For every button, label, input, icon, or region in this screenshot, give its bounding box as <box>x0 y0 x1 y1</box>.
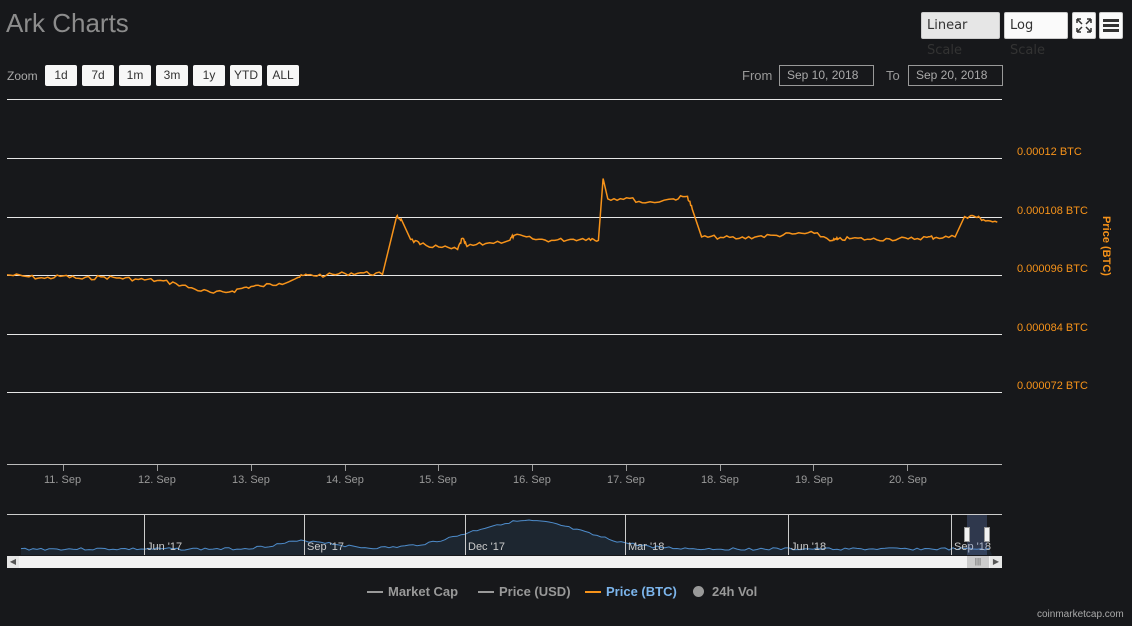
navigator-selected-range[interactable] <box>967 515 987 555</box>
x-tick <box>720 465 721 471</box>
navigator-divider <box>788 515 789 555</box>
x-tick-label: 14. Sep <box>326 474 364 486</box>
hamburger-menu-icon <box>1103 19 1119 32</box>
navigator[interactable]: Jun '17 Sep '17 Dec '17 Mar '18 Jun '18 … <box>7 514 1002 555</box>
navigator-divider <box>625 515 626 555</box>
x-tick-label: 20. Sep <box>889 474 927 486</box>
scroll-right-arrow-icon[interactable]: ▶ <box>990 556 1002 568</box>
x-tick <box>813 465 814 471</box>
navigator-divider <box>951 515 952 555</box>
legend-label: Market Cap <box>388 584 459 599</box>
x-tick <box>626 465 627 471</box>
x-tick <box>438 465 439 471</box>
navigator-label: Sep '17 <box>307 541 344 553</box>
zoom-1y-button[interactable]: 1y <box>193 65 225 86</box>
navigator-right-handle[interactable] <box>984 527 990 542</box>
x-axis-line <box>7 464 1002 465</box>
legend-price-btc[interactable]: Price (BTC) <box>585 584 677 599</box>
zoom-label: Zoom <box>7 69 38 83</box>
legend-line-icon <box>367 590 383 593</box>
x-tick <box>532 465 533 471</box>
from-label: From <box>742 68 773 83</box>
navigator-label: Jun '18 <box>791 541 827 553</box>
grid-line <box>7 99 1002 100</box>
navigator-label: Sep '18 <box>954 541 991 553</box>
grid-line <box>7 275 1002 276</box>
menu-button[interactable] <box>1099 12 1123 39</box>
y-tick-label: 0.00012 BTC <box>1017 146 1082 158</box>
navigator-label: Jun '17 <box>147 541 183 553</box>
zoom-1m-button[interactable]: 1m <box>119 65 151 86</box>
grid-line <box>7 334 1002 335</box>
y-tick-label: 0.000096 BTC <box>1017 263 1088 275</box>
x-tick-label: 17. Sep <box>607 474 645 486</box>
x-tick <box>63 465 64 471</box>
legend-dot-icon <box>693 586 704 597</box>
grid-line <box>7 158 1002 159</box>
x-tick-label: 12. Sep <box>138 474 176 486</box>
legend-label: Price (USD) <box>499 584 571 599</box>
grid-line <box>7 392 1002 393</box>
price-btc-series-line[interactable] <box>7 178 998 294</box>
zoom-all-button[interactable]: ALL <box>267 65 299 86</box>
legend-24h-vol[interactable]: 24h Vol <box>693 584 757 599</box>
y-tick-label: 0.000108 BTC <box>1017 205 1088 217</box>
navigator-line <box>20 519 990 551</box>
page-title: Ark Charts <box>6 8 129 38</box>
log-scale-button[interactable]: Log Scale <box>1004 12 1068 58</box>
fullscreen-icon <box>1076 18 1092 33</box>
legend-label: 24h Vol <box>712 584 758 599</box>
x-tick <box>157 465 158 471</box>
x-tick-label: 18. Sep <box>701 474 739 486</box>
from-date-input[interactable]: Sep 10, 2018 <box>779 65 874 86</box>
legend-price-usd[interactable]: Price (USD) <box>478 584 571 599</box>
navigator-left-handle[interactable] <box>964 527 970 542</box>
y-tick-label: 0.000072 BTC <box>1017 380 1088 392</box>
fullscreen-button[interactable] <box>1072 12 1096 39</box>
grid-line <box>7 217 1002 218</box>
y-tick-label: 0.000084 BTC <box>1017 322 1088 334</box>
x-tick-label: 13. Sep <box>232 474 270 486</box>
legend-line-icon <box>478 590 494 593</box>
navigator-divider <box>465 515 466 555</box>
zoom-7d-button[interactable]: 7d <box>82 65 114 86</box>
scrollbar-thumb[interactable]: ||| <box>967 556 989 568</box>
to-label: To <box>886 68 900 83</box>
y-axis-title: Price (BTC) <box>1099 216 1112 276</box>
navigator-divider <box>304 515 305 555</box>
legend-label: Price (BTC) <box>606 584 677 599</box>
linear-scale-button[interactable]: Linear Scale <box>921 12 1000 58</box>
price-chart[interactable] <box>7 100 1002 465</box>
x-tick-label: 16. Sep <box>513 474 551 486</box>
x-tick <box>907 465 908 471</box>
x-tick-label: 19. Sep <box>795 474 833 486</box>
credit-link[interactable]: coinmarketcap.com <box>1037 609 1124 620</box>
zoom-ytd-button[interactable]: YTD <box>230 65 262 86</box>
navigator-series <box>20 519 992 555</box>
x-tick <box>345 465 346 471</box>
to-date-input[interactable]: Sep 20, 2018 <box>908 65 1003 86</box>
navigator-area <box>21 520 992 555</box>
legend-line-icon <box>585 590 601 593</box>
x-tick-label: 15. Sep <box>419 474 457 486</box>
navigator-divider <box>144 515 145 555</box>
navigator-label: Dec '17 <box>468 541 505 553</box>
zoom-3m-button[interactable]: 3m <box>156 65 188 86</box>
legend-market-cap[interactable]: Market Cap <box>367 584 458 599</box>
navigator-scrollbar[interactable]: ◀ ||| ▶ <box>7 556 1002 568</box>
navigator-label: Mar '18 <box>628 541 665 553</box>
x-tick <box>251 465 252 471</box>
x-tick-label: 11. Sep <box>44 474 82 486</box>
scroll-left-arrow-icon[interactable]: ◀ <box>7 556 19 568</box>
zoom-1d-button[interactable]: 1d <box>45 65 77 86</box>
